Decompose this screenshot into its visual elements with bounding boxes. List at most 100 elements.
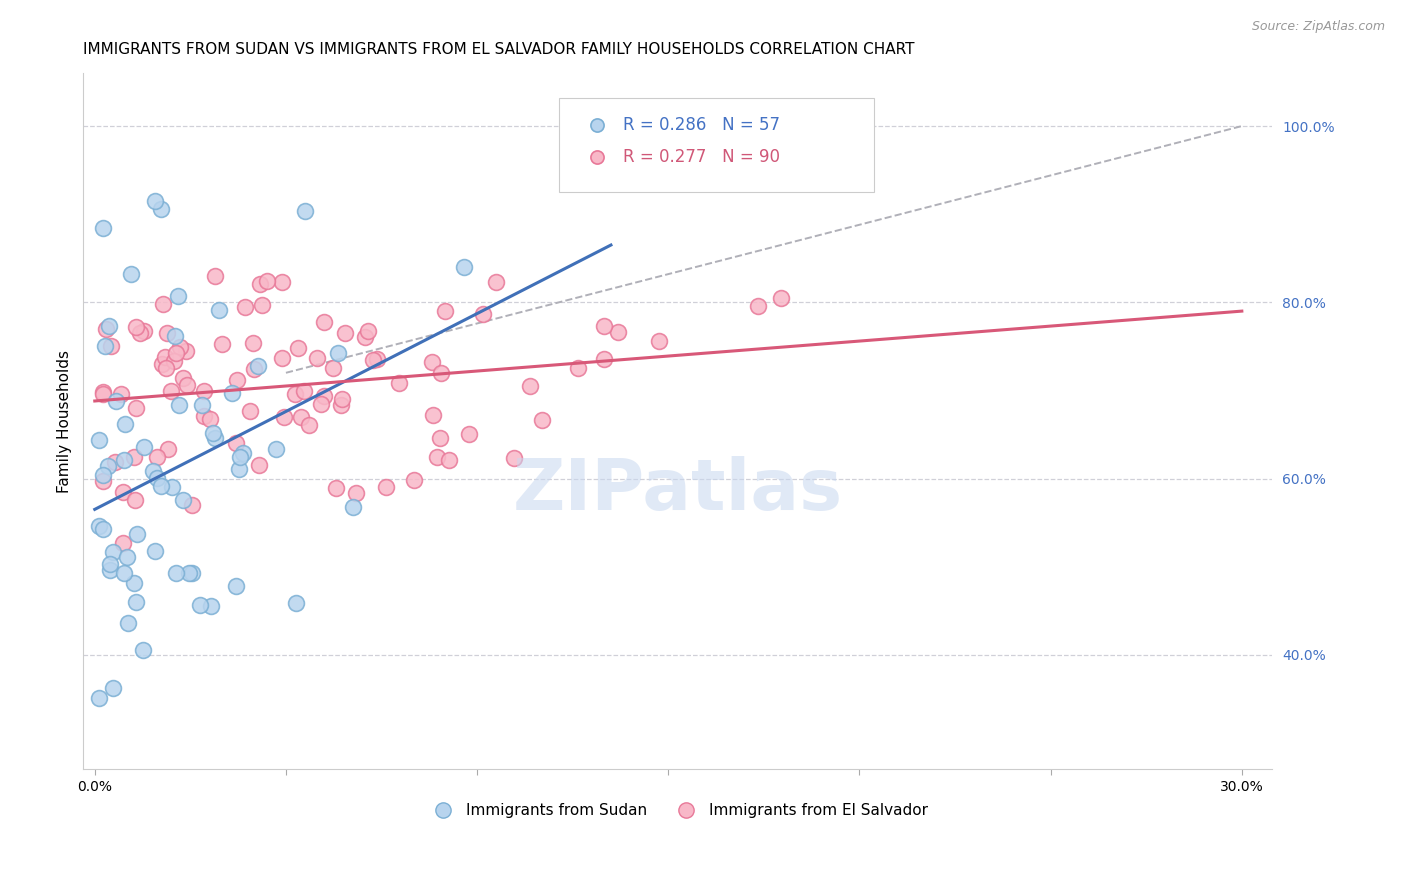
Point [567, 360, 589, 375]
Point [103, 681, 125, 695]
Point [200, 599, 222, 613]
Point [124, 595, 146, 609]
Point [335, 326, 357, 340]
Point [124, 493, 146, 508]
Point [593, 351, 616, 366]
Point [284, 387, 307, 401]
Text: R = 0.286   N = 57: R = 0.286 N = 57 [623, 117, 780, 135]
Point [256, 274, 278, 288]
Point [204, 269, 226, 284]
Point [93, 387, 115, 401]
Point [94, 339, 117, 353]
Point [105, 394, 128, 409]
Point [273, 409, 295, 424]
Point [91, 522, 114, 536]
Point [125, 320, 148, 334]
Point [110, 387, 132, 401]
Point [156, 442, 179, 456]
Point [270, 351, 292, 365]
Point [97, 318, 120, 333]
Point [208, 303, 231, 318]
Point [225, 435, 247, 450]
Point [129, 326, 152, 340]
Point [112, 453, 135, 467]
Point [264, 442, 287, 457]
Point [228, 462, 250, 476]
Point [193, 384, 215, 399]
Point [747, 299, 769, 313]
Point [769, 291, 792, 305]
Point [211, 336, 233, 351]
Point [530, 413, 553, 427]
Point [167, 398, 190, 412]
Point [204, 431, 226, 445]
Point [322, 360, 344, 375]
Point [112, 485, 135, 500]
Point [606, 325, 628, 339]
Point [457, 427, 479, 442]
Y-axis label: Family Households: Family Households [58, 350, 72, 492]
Point [342, 500, 364, 515]
Point [363, 352, 385, 367]
Point [142, 464, 165, 478]
Point [201, 426, 224, 441]
Point [503, 451, 526, 466]
Legend: Immigrants from Sudan, Immigrants from El Salvador: Immigrants from Sudan, Immigrants from E… [422, 797, 934, 824]
Point [155, 326, 177, 340]
Point [131, 642, 153, 657]
Point [117, 616, 139, 631]
Point [98, 558, 121, 572]
Point [329, 398, 352, 412]
Point [146, 450, 169, 464]
Point [374, 480, 396, 494]
Point [312, 389, 335, 403]
Point [429, 431, 451, 445]
Point [198, 412, 221, 426]
Point [165, 346, 187, 360]
Point [87, 433, 110, 447]
Point [471, 307, 494, 321]
Point [232, 446, 254, 460]
Point [134, 324, 156, 338]
Point [177, 566, 200, 580]
Point [326, 346, 349, 360]
Point [100, 339, 122, 353]
Point [169, 340, 191, 354]
Point [429, 366, 451, 380]
Point [97, 458, 120, 473]
Point [163, 329, 186, 343]
Point [125, 527, 148, 541]
Point [353, 330, 375, 344]
Point [228, 450, 250, 464]
Point [292, 384, 315, 398]
Point [122, 576, 145, 591]
Point [221, 386, 243, 401]
Point [91, 385, 114, 400]
Point [172, 493, 194, 508]
Point [242, 336, 264, 351]
Point [132, 441, 155, 455]
Point [422, 408, 444, 422]
Point [115, 550, 138, 565]
Point [247, 359, 270, 374]
Point [188, 598, 211, 612]
Point [112, 536, 135, 550]
Text: R = 0.277   N = 90: R = 0.277 N = 90 [623, 148, 780, 166]
Point [592, 319, 614, 334]
Point [485, 275, 508, 289]
Point [166, 289, 188, 303]
Point [233, 300, 256, 314]
Point [519, 379, 541, 393]
Point [225, 373, 247, 387]
Point [163, 353, 186, 368]
Point [122, 450, 145, 464]
Text: IMMIGRANTS FROM SUDAN VS IMMIGRANTS FROM EL SALVADOR FAMILY HOUSEHOLDS CORRELATI: IMMIGRANTS FROM SUDAN VS IMMIGRANTS FROM… [83, 42, 915, 57]
Point [150, 357, 173, 371]
Point [146, 471, 169, 485]
Point [366, 351, 388, 366]
Point [165, 566, 187, 581]
Point [285, 597, 308, 611]
Point [172, 370, 194, 384]
Point [344, 486, 367, 500]
Point [243, 362, 266, 376]
